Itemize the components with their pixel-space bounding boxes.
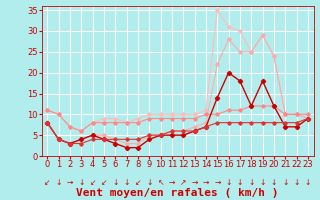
Text: →: →	[169, 178, 175, 187]
Text: ↓: ↓	[271, 178, 277, 187]
Text: ↓: ↓	[282, 178, 288, 187]
Text: ↖: ↖	[157, 178, 164, 187]
Text: ↙: ↙	[135, 178, 141, 187]
Text: ↓: ↓	[55, 178, 62, 187]
Text: ↙: ↙	[89, 178, 96, 187]
Text: ↓: ↓	[237, 178, 243, 187]
Text: ↓: ↓	[248, 178, 254, 187]
Text: Vent moyen/en rafales ( km/h ): Vent moyen/en rafales ( km/h )	[76, 188, 279, 198]
Text: →: →	[214, 178, 220, 187]
Text: →: →	[191, 178, 198, 187]
Text: ↙: ↙	[101, 178, 107, 187]
Text: ↓: ↓	[124, 178, 130, 187]
Text: ↓: ↓	[78, 178, 84, 187]
Text: ↙: ↙	[44, 178, 51, 187]
Text: ↓: ↓	[293, 178, 300, 187]
Text: ↓: ↓	[146, 178, 152, 187]
Text: →: →	[203, 178, 209, 187]
Text: ↗: ↗	[180, 178, 187, 187]
Text: ↓: ↓	[260, 178, 266, 187]
Text: →: →	[67, 178, 73, 187]
Text: ↓: ↓	[112, 178, 118, 187]
Text: ↓: ↓	[305, 178, 311, 187]
Text: ↓: ↓	[225, 178, 232, 187]
